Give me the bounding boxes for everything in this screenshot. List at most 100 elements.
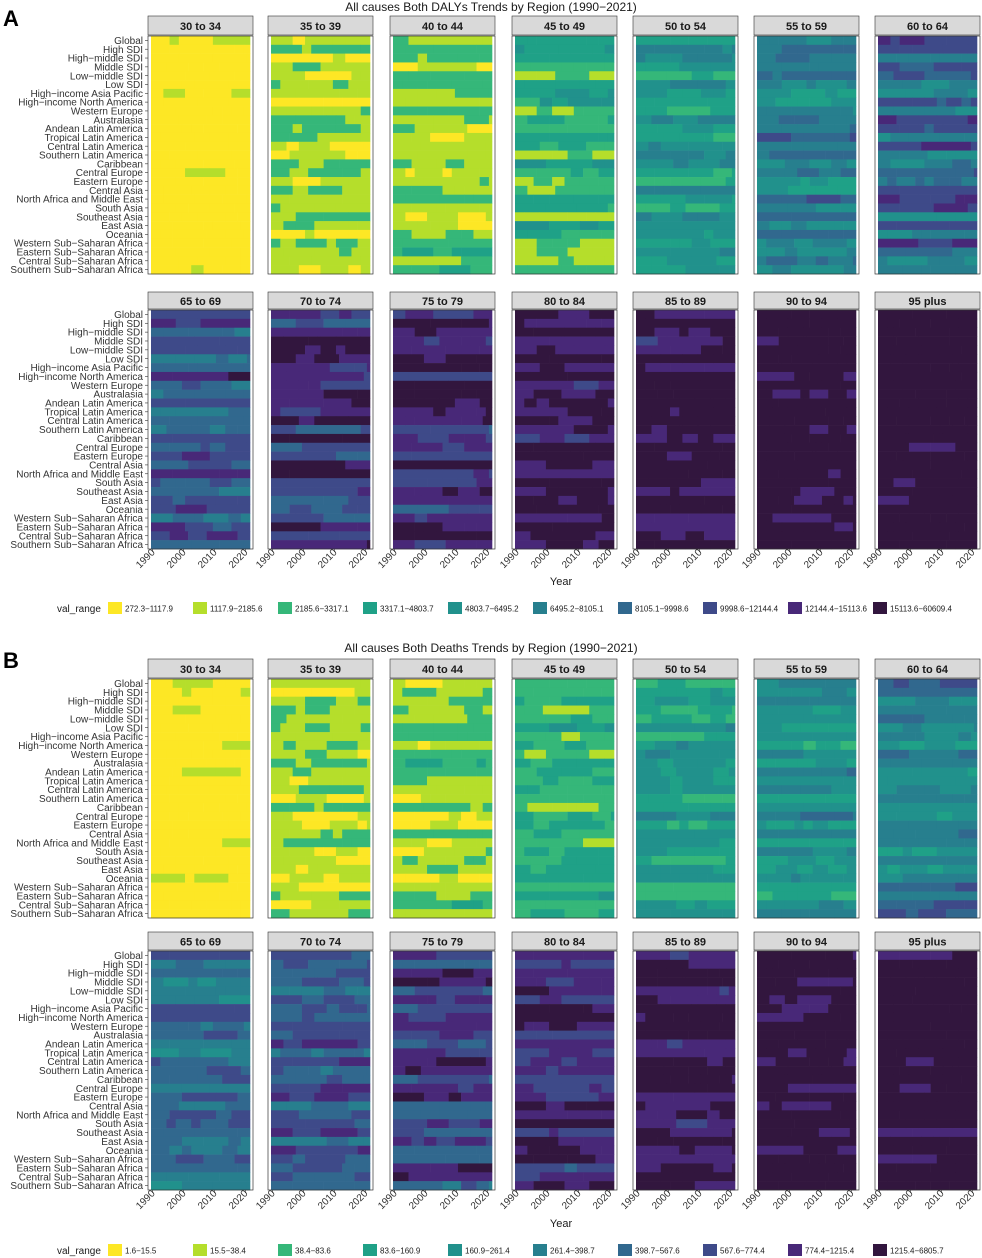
heat-cell [775, 977, 798, 987]
heat-cell [442, 36, 474, 46]
heat-cell [545, 1110, 568, 1120]
y-tick-label: Low−middle SDI [70, 986, 143, 997]
legend-label: 4803.7−6495.2 [465, 605, 519, 614]
heat-cell [682, 44, 705, 54]
heat-cell [878, 1012, 894, 1023]
heat-cell [151, 696, 180, 706]
heat-cell [607, 416, 615, 426]
heat-cell [488, 1181, 493, 1191]
heat-cell [354, 363, 368, 373]
heat-cell [169, 811, 180, 821]
heat-cell [151, 513, 173, 523]
heat-cell [809, 177, 829, 187]
heat-cell [843, 371, 857, 382]
y-tick-label: Low SDI [105, 723, 143, 734]
heat-cell [185, 398, 195, 408]
heat-cell [295, 732, 315, 742]
heat-cell [607, 115, 615, 125]
heat-cell [592, 487, 609, 497]
heat-cell [271, 62, 293, 72]
heat-cell [636, 504, 649, 514]
heat-cell [345, 986, 358, 996]
heat-cell [784, 732, 813, 742]
heat-cell [567, 150, 593, 160]
heat-cell [405, 318, 431, 328]
heat-cell [363, 794, 371, 804]
heat-cell [645, 203, 671, 213]
heat-cell [601, 1110, 612, 1120]
heat-cell [178, 696, 214, 706]
heat-cell [151, 802, 180, 813]
heat-cell [691, 451, 720, 461]
heat-cell [191, 469, 220, 479]
heat-cell [685, 679, 711, 689]
heat-cell [414, 714, 434, 724]
heat-cell [791, 132, 804, 143]
heat-cell [169, 900, 192, 910]
heat-cell [558, 1154, 568, 1164]
heat-cell [393, 469, 422, 479]
heat-cell [803, 679, 826, 689]
heat-cell [393, 1145, 415, 1155]
heat-cell [679, 132, 692, 143]
heat-cell [564, 531, 596, 541]
heat-cell [682, 794, 705, 804]
heat-cell [604, 820, 615, 830]
heat-cell [533, 389, 562, 399]
heat-cell [436, 327, 459, 337]
heat-cell [952, 141, 972, 151]
heat-cell [899, 1110, 925, 1120]
heat-cell [586, 141, 606, 151]
heat-cell [311, 900, 340, 910]
heat-cell [670, 776, 683, 786]
heat-cell [191, 425, 211, 435]
heat-cell [787, 318, 810, 328]
heat-cell [915, 696, 950, 706]
panel-border [632, 35, 739, 275]
heat-cell [524, 80, 556, 90]
heat-cell [552, 106, 575, 116]
y-tick-label: High−middle SDI [68, 54, 143, 65]
heat-cell [955, 212, 978, 222]
y-tick-label: Central Europe [76, 168, 144, 179]
heat-cell [757, 758, 767, 768]
heat-cell [878, 758, 891, 768]
heat-cell [203, 959, 226, 969]
heat-cell [570, 1012, 581, 1023]
heat-cell [393, 513, 415, 523]
heat-cell [209, 203, 235, 213]
y-tick-label: Middle SDI [94, 978, 143, 989]
heat-cell [314, 354, 340, 364]
heat-cell [648, 794, 683, 804]
x-tick-label: 2020 [712, 1188, 736, 1212]
heat-cell [228, 909, 242, 919]
heat-cell [772, 212, 792, 222]
heat-cell [707, 820, 736, 830]
heat-cell [430, 749, 453, 759]
heat-cell [636, 327, 655, 337]
heat-cell [448, 380, 465, 390]
heat-cell [806, 345, 829, 355]
heat-cell [393, 1012, 409, 1023]
heat-cell [878, 513, 900, 523]
heat-cell [467, 732, 487, 742]
heat-cell [414, 389, 437, 399]
heat-cell [335, 238, 358, 248]
y-tick-label: Low SDI [105, 354, 143, 365]
heat-cell [757, 495, 779, 506]
heat-cell [292, 1181, 303, 1191]
heat-cell [899, 36, 925, 46]
heat-cell [598, 221, 615, 231]
heat-cell [240, 986, 251, 996]
heat-cell [663, 891, 677, 901]
heat-cell [549, 723, 578, 733]
heat-cell [172, 229, 207, 240]
heat-cell [955, 380, 978, 390]
heat-cell [515, 873, 547, 883]
heat-cell [654, 513, 680, 523]
heat-cell [645, 380, 655, 390]
heat-cell [393, 1092, 409, 1102]
heat-cell [393, 115, 419, 125]
heat-cell [271, 995, 303, 1005]
heat-cell [809, 433, 823, 444]
